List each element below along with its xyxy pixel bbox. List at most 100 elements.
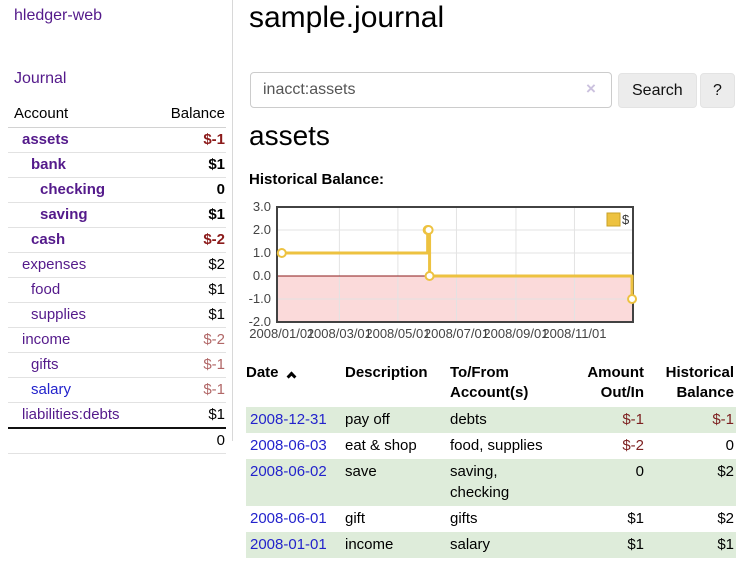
- transaction-balance: 0: [725, 437, 734, 454]
- sidebar-item-journal[interactable]: Journal: [14, 70, 67, 87]
- transaction-description: pay off: [345, 411, 390, 428]
- transaction-description: eat & shop: [345, 437, 417, 454]
- accounts-total: 0: [148, 427, 226, 454]
- transaction-date-link[interactable]: 2008-06-02: [250, 463, 327, 480]
- account-balance: $-2: [148, 327, 226, 353]
- account-link[interactable]: saving: [40, 206, 88, 223]
- account-row: expenses $2: [8, 252, 226, 278]
- account-link[interactable]: gifts: [31, 356, 59, 373]
- svg-text:1.0: 1.0: [253, 245, 271, 260]
- account-balance: $1: [148, 277, 226, 303]
- register-header-amount: Amount Out/In: [587, 364, 644, 401]
- transaction-description: save: [345, 463, 377, 480]
- search-input[interactable]: [250, 72, 612, 108]
- svg-text:2008/05/01: 2008/05/01: [365, 326, 430, 341]
- register-row: 2008-06-01 gift gifts $1 $2: [246, 506, 736, 532]
- transaction-description: gift: [345, 510, 366, 527]
- svg-text:-2.0: -2.0: [249, 314, 271, 329]
- account-row: gifts $-1: [8, 352, 226, 378]
- account-row: checking 0: [8, 177, 226, 203]
- svg-text:-1.0: -1.0: [249, 291, 271, 306]
- account-balance: $-1: [148, 127, 226, 153]
- transaction-amount: $-1: [622, 411, 644, 428]
- register-header-balance: Historical Balance: [665, 364, 734, 401]
- svg-text:2.0: 2.0: [253, 222, 271, 237]
- account-balance: $1: [148, 402, 226, 429]
- account-link[interactable]: bank: [31, 156, 67, 173]
- transaction-accounts: saving, checking: [450, 463, 510, 501]
- account-link[interactable]: assets: [22, 131, 69, 148]
- historical-balance-chart[interactable]: 3.0 2.0 1.0 0.0 -1.0 -2.0 2008/01/01 2008/03/01…: [245, 195, 645, 347]
- register-row: 2008-12-31 pay off debts $-1 $-1: [246, 407, 736, 433]
- register-header-account: To/From Account(s): [450, 364, 529, 401]
- transaction-description: income: [345, 536, 394, 553]
- search-button[interactable]: Search: [618, 73, 697, 108]
- svg-text:0.0: 0.0: [253, 268, 271, 283]
- account-balance: $-1: [148, 377, 226, 403]
- account-balance: $-1: [148, 352, 226, 378]
- transaction-amount: $-2: [622, 437, 644, 454]
- account-row: liabilities:debts $1: [8, 402, 226, 429]
- accounts-table: Account Balance assets $-1 bank $1 checking 0…: [8, 102, 226, 454]
- transaction-date-link[interactable]: 2008-06-01: [250, 510, 327, 527]
- svg-text:3.0: 3.0: [253, 199, 271, 214]
- accounts-header-row: Account Balance: [8, 102, 226, 128]
- account-link[interactable]: income: [22, 331, 71, 348]
- account-balance: 0: [148, 177, 226, 203]
- transaction-balance: $-1: [712, 411, 734, 428]
- register-table: Date Description To/From Account(s) Amou…: [246, 361, 736, 558]
- account-balance: $1: [148, 202, 226, 228]
- transaction-amount: $1: [627, 536, 644, 553]
- svg-text:2008/03/01: 2008/03/01: [307, 326, 372, 341]
- account-balance: $2: [148, 252, 226, 278]
- transaction-date-link[interactable]: 2008-06-03: [250, 437, 327, 454]
- account-row: salary $-1: [8, 377, 226, 403]
- register-header-row: Date Description To/From Account(s) Amou…: [246, 361, 736, 407]
- account-link[interactable]: food: [31, 281, 61, 298]
- accounts-total-row: 0: [8, 427, 226, 454]
- transaction-amount: 0: [635, 463, 644, 480]
- sidebar: hledger-web Journal Account Balance asse…: [0, 0, 233, 454]
- register-row: 2008-01-01 income salary $1 $1: [246, 532, 736, 558]
- account-link[interactable]: liabilities:debts: [22, 406, 120, 423]
- register-header-description: Description: [345, 364, 428, 381]
- page-title: sample.journal: [249, 1, 445, 34]
- transaction-accounts: salary: [450, 536, 491, 553]
- account-link[interactable]: salary: [31, 381, 72, 398]
- account-row: cash $-2: [8, 227, 226, 253]
- account-row: food $1: [8, 277, 226, 303]
- date-header-label: Date: [246, 364, 279, 381]
- account-link[interactable]: expenses: [22, 256, 87, 273]
- help-button[interactable]: ?: [700, 73, 735, 108]
- register-header-date[interactable]: Date: [246, 361, 345, 407]
- transaction-accounts: food, supplies: [450, 437, 543, 454]
- account-link[interactable]: supplies: [31, 306, 87, 323]
- transaction-balance: $1: [717, 536, 734, 553]
- account-balance: $-2: [148, 227, 226, 253]
- app-title-link[interactable]: hledger-web: [14, 7, 103, 24]
- register-row: 2008-06-03 eat & shop food, supplies $-2 0: [246, 433, 736, 459]
- svg-text:2008/09/01: 2008/09/01: [483, 326, 548, 341]
- account-row: income $-2: [8, 327, 226, 353]
- transaction-accounts: gifts: [450, 510, 478, 527]
- account-link[interactable]: cash: [31, 231, 66, 248]
- clear-search-icon[interactable]: ×: [586, 79, 596, 98]
- accounts-header-balance: Balance: [148, 102, 226, 128]
- account-row: saving $1: [8, 202, 226, 228]
- transaction-balance: $2: [717, 510, 734, 527]
- account-row: assets $-1: [8, 127, 226, 153]
- account-balance: $1: [148, 302, 226, 328]
- svg-text:$: $: [622, 212, 630, 227]
- register-row: 2008-06-02 save saving, checking 0 $2: [246, 459, 736, 506]
- transaction-date-link[interactable]: 2008-01-01: [250, 536, 327, 553]
- svg-text:2008/01/01: 2008/01/01: [249, 326, 314, 341]
- svg-text:2008/07/01: 2008/07/01: [424, 326, 489, 341]
- transaction-balance: $2: [717, 463, 734, 480]
- account-link[interactable]: checking: [40, 181, 106, 198]
- transaction-date-link[interactable]: 2008-12-31: [250, 411, 327, 428]
- chart-title: Historical Balance:: [249, 171, 385, 188]
- account-row: supplies $1: [8, 302, 226, 328]
- chevron-up-icon: [286, 371, 296, 382]
- accounts-header-account: Account: [8, 102, 149, 128]
